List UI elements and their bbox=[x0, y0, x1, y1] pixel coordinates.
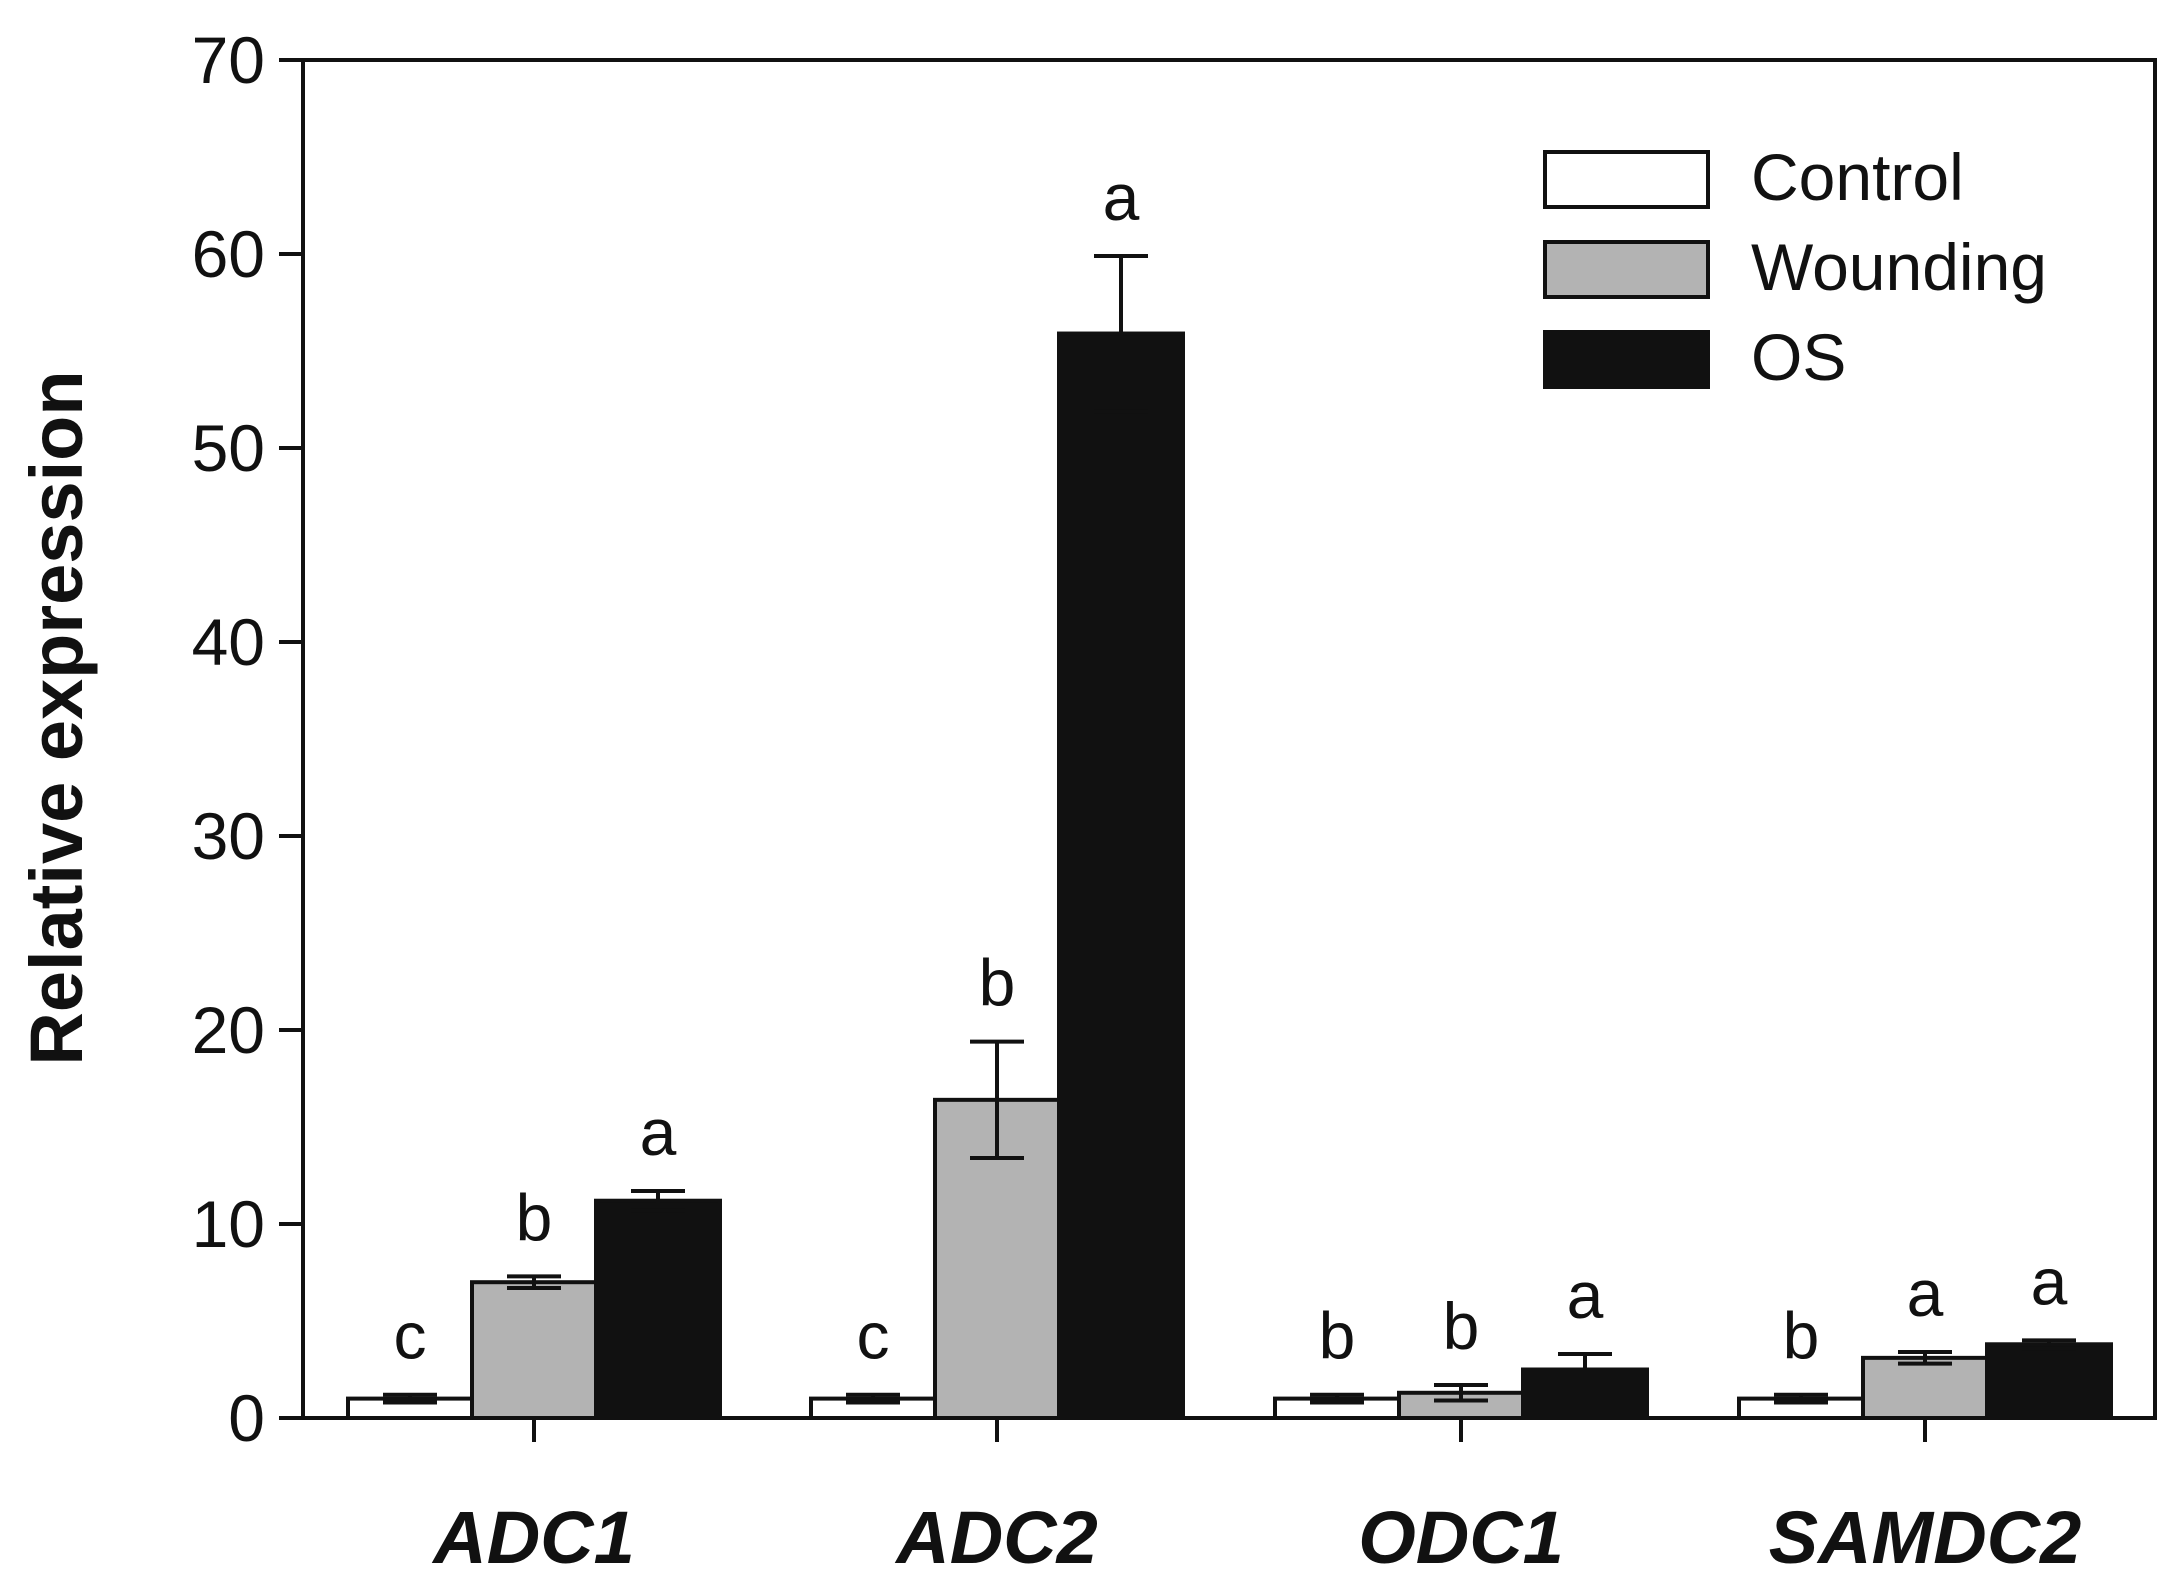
bar-adc1-os bbox=[594, 1198, 722, 1420]
error-bar-odc1-os bbox=[1558, 1351, 1612, 1388]
error-bar-adc1-wounding bbox=[507, 1274, 561, 1291]
x-tick-label-adc1: ADC1 bbox=[431, 1496, 634, 1579]
significance-letter-adc2-control: c bbox=[857, 1299, 890, 1373]
significance-letter-samdc2-os: a bbox=[2031, 1244, 2068, 1318]
significance-letter-adc1-os: a bbox=[640, 1095, 677, 1169]
legend-label-control: Control bbox=[1751, 140, 1964, 214]
y-tick-label-60: 60 bbox=[192, 217, 265, 291]
significance-letter-odc1-wounding: b bbox=[1443, 1289, 1480, 1363]
y-tick-label-10: 10 bbox=[192, 1187, 265, 1261]
significance-letter-adc1-control: c bbox=[394, 1299, 427, 1373]
significance-letter-samdc2-wounding: a bbox=[1907, 1256, 1944, 1330]
bars-layer bbox=[346, 331, 2113, 1421]
significance-letter-samdc2-control: b bbox=[1783, 1299, 1820, 1373]
y-tick-label-40: 40 bbox=[192, 605, 265, 679]
error-bar-samdc2-os bbox=[2022, 1338, 2076, 1351]
x-tick-label-samdc2: SAMDC2 bbox=[1769, 1496, 2081, 1579]
significance-letter-adc2-wounding: b bbox=[979, 946, 1016, 1020]
significance-letter-adc1-wounding: b bbox=[516, 1180, 553, 1254]
legend-swatch-wounding bbox=[1543, 240, 1710, 299]
legend-swatch-os bbox=[1543, 330, 1710, 389]
axes-layer: 0 10 20 30 40 50 60 70 bbox=[192, 23, 2157, 1455]
x-tick-label-adc2: ADC2 bbox=[894, 1496, 1097, 1579]
significance-letter-adc2-os: a bbox=[1103, 160, 1140, 234]
legend-item-os: OS bbox=[1543, 320, 1846, 394]
bar-adc1-wounding bbox=[470, 1280, 598, 1420]
error-bar-adc1-os bbox=[631, 1189, 685, 1213]
bar-samdc2-os bbox=[1985, 1342, 2113, 1421]
x-tick-label-odc1: ODC1 bbox=[1358, 1496, 1564, 1579]
error-bar-adc1-control bbox=[383, 1392, 437, 1405]
error-bar-odc1-control bbox=[1310, 1392, 1364, 1405]
legend-label-os: OS bbox=[1751, 320, 1846, 394]
error-bars-layer bbox=[383, 253, 2076, 1405]
error-bar-samdc2-wounding bbox=[1898, 1350, 1952, 1366]
legend-swatch-control bbox=[1543, 150, 1710, 209]
y-tick-label-30: 30 bbox=[192, 799, 265, 873]
legend: Control Wounding OS bbox=[1543, 140, 2047, 394]
error-bar-samdc2-control bbox=[1774, 1392, 1828, 1405]
plot-frame bbox=[301, 58, 2157, 1420]
bar-adc2-os bbox=[1057, 331, 1185, 1420]
y-tick-label-0: 0 bbox=[228, 1381, 265, 1455]
significance-letter-odc1-os: a bbox=[1567, 1258, 1604, 1332]
y-tick-label-20: 20 bbox=[192, 993, 265, 1067]
error-bar-odc1-wounding bbox=[1434, 1383, 1488, 1403]
y-tick-label-70: 70 bbox=[192, 23, 265, 97]
error-bar-adc2-control bbox=[846, 1392, 900, 1405]
error-bar-adc2-wounding bbox=[970, 1039, 1024, 1161]
significance-letter-odc1-control: b bbox=[1319, 1299, 1356, 1373]
y-axis-label: Relative expression bbox=[15, 370, 98, 1065]
y-tick-label-50: 50 bbox=[192, 411, 265, 485]
legend-item-wounding: Wounding bbox=[1543, 230, 2047, 304]
bar-samdc2-wounding bbox=[1861, 1355, 1989, 1420]
legend-label-wounding: Wounding bbox=[1751, 230, 2047, 304]
legend-item-control: Control bbox=[1543, 140, 1964, 214]
labels-layer: ADC1 ADC2 ODC1 SAMDC2 c c b b b b b a a a a a bbox=[394, 160, 2082, 1579]
error-bar-adc2-os bbox=[1094, 253, 1148, 414]
